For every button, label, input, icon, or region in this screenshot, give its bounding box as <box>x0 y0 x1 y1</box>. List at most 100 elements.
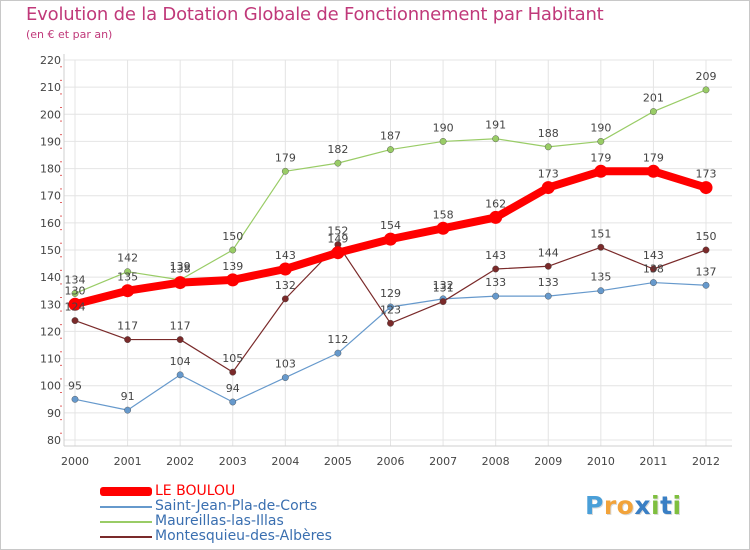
data-point <box>544 262 552 270</box>
data-point <box>71 317 79 324</box>
y-tick-label: 180 <box>40 163 61 176</box>
data-point <box>492 135 500 143</box>
y-tick-label: 160 <box>40 217 61 230</box>
data-label: 132 <box>433 279 454 292</box>
logo-letter: x <box>634 491 651 520</box>
x-tick-label: 2001 <box>114 455 142 468</box>
data-label: 135 <box>117 271 138 284</box>
data-label: 112 <box>327 333 348 346</box>
data-label: 191 <box>485 119 506 132</box>
data-label: 154 <box>380 219 401 232</box>
data-point <box>229 246 237 254</box>
data-label: 179 <box>590 151 611 164</box>
x-tick-label: 2000 <box>61 455 89 468</box>
data-label: 139 <box>170 260 191 273</box>
data-point <box>387 319 394 327</box>
logo-letter: i <box>672 491 682 520</box>
data-label: 173 <box>696 168 717 181</box>
x-tick-label: 2008 <box>482 455 510 468</box>
data-label: 149 <box>327 233 348 246</box>
data-label: 142 <box>117 252 138 265</box>
legend-item-saint-jean: Saint-Jean-Pla-de-Corts <box>100 499 332 514</box>
data-point <box>492 265 500 273</box>
data-label: 123 <box>380 303 401 316</box>
data-point <box>702 281 710 289</box>
data-label: 182 <box>327 143 348 156</box>
data-label: 158 <box>433 208 454 221</box>
legend-swatch-le-boulou <box>100 487 152 496</box>
x-tick-label: 2009 <box>534 455 562 468</box>
data-point <box>334 349 342 357</box>
data-label: 104 <box>170 355 191 368</box>
x-tick-label: 2006 <box>377 455 405 468</box>
data-point <box>384 232 397 246</box>
y-tick-label: 110 <box>40 353 61 366</box>
data-point <box>387 303 394 311</box>
chart-subtitle: (en € et par an) <box>26 28 113 41</box>
data-point <box>278 262 292 276</box>
logo-letter: o <box>616 491 635 520</box>
data-point <box>597 287 605 295</box>
x-tick-label: 2011 <box>639 455 667 468</box>
legend-label-le-boulou: LE BOULOU <box>155 483 236 499</box>
data-point <box>439 298 447 305</box>
legend-swatch-maureillas <box>100 520 152 523</box>
y-tick-label: 140 <box>40 271 61 284</box>
data-point <box>439 138 447 145</box>
data-point <box>226 273 240 287</box>
data-label: 138 <box>170 263 191 276</box>
y-tick-label: 120 <box>40 325 61 338</box>
data-label: 201 <box>643 92 664 105</box>
y-tick-label: 170 <box>40 190 61 203</box>
x-tick-label: 2004 <box>271 455 299 468</box>
data-point <box>68 297 82 311</box>
data-label: 173 <box>538 168 559 181</box>
data-label: 143 <box>643 249 664 262</box>
data-label: 95 <box>68 379 82 392</box>
y-tick-label: 220 <box>40 54 61 67</box>
data-label: 187 <box>380 130 401 143</box>
y-tick-label: 80 <box>47 434 61 447</box>
x-tick-label: 2012 <box>692 455 720 468</box>
chart-title: Evolution de la Dotation Globale de Fonc… <box>26 4 604 25</box>
data-label: 143 <box>275 249 296 262</box>
data-label: 117 <box>170 320 191 333</box>
data-label: 150 <box>222 230 243 243</box>
data-label: 209 <box>696 70 717 83</box>
data-point <box>702 246 710 254</box>
y-tick-label: 200 <box>40 108 61 121</box>
legend-label-montesquieu: Montesquieu-des-Albères <box>155 528 332 544</box>
data-point <box>281 374 289 381</box>
data-label: 188 <box>538 127 559 140</box>
y-tick-label: 100 <box>40 380 61 393</box>
data-label: 179 <box>275 151 296 164</box>
data-label: 132 <box>275 279 296 292</box>
data-point <box>489 210 503 224</box>
data-point <box>492 292 500 300</box>
data-label: 151 <box>590 227 611 240</box>
data-label: 190 <box>590 121 611 134</box>
data-point <box>71 290 79 297</box>
data-label: 162 <box>485 197 506 210</box>
data-point <box>544 292 552 300</box>
data-label: 139 <box>222 260 243 273</box>
data-point <box>544 143 552 151</box>
data-label: 105 <box>222 352 243 365</box>
data-point <box>281 295 289 303</box>
legend-swatch-montesquieu <box>100 535 152 538</box>
data-point <box>71 395 79 403</box>
logo-letter: r <box>603 491 617 520</box>
data-point <box>176 336 184 343</box>
data-point <box>229 398 237 406</box>
y-tick-label: 130 <box>40 298 61 311</box>
data-label: 152 <box>327 225 348 238</box>
y-tick-label: 90 <box>47 407 61 420</box>
data-label: 133 <box>485 276 506 289</box>
data-label: 150 <box>696 230 717 243</box>
data-point <box>229 368 237 376</box>
data-point <box>699 181 713 195</box>
data-point <box>331 246 345 260</box>
data-point <box>121 284 135 298</box>
legend-swatch-saint-jean <box>100 505 152 508</box>
data-point <box>387 146 394 153</box>
